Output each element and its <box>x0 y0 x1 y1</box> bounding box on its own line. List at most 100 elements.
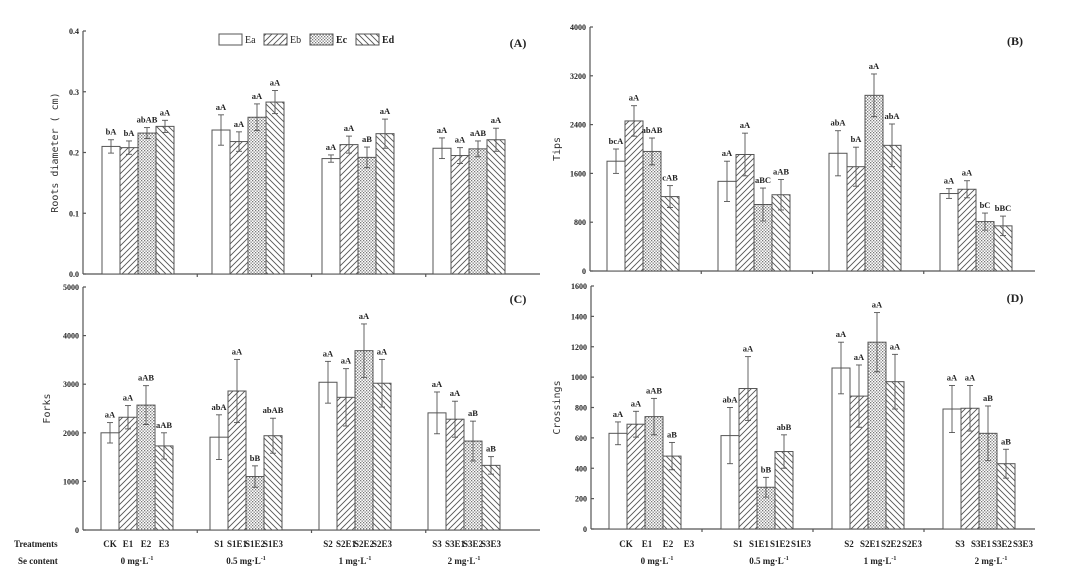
legend-label: Ed <box>382 35 395 46</box>
significance-label: aA <box>450 388 461 398</box>
bar-ec <box>864 94 884 272</box>
y-tick-label: 0 <box>75 526 79 535</box>
panel-label: (A) <box>510 36 527 50</box>
bar-ea <box>211 129 231 275</box>
y-tick-label: 0 <box>583 525 587 534</box>
bar-eb <box>957 188 977 272</box>
significance-label: aAB <box>138 373 154 383</box>
significance-label: aAB <box>470 128 486 138</box>
treatment-label: CK <box>619 539 633 549</box>
significance-label: bB <box>250 453 261 463</box>
treatment-label: S2E1 <box>336 539 357 549</box>
significance-label: aA <box>743 344 754 354</box>
legend: Ea Eb Ec Ed <box>218 33 395 46</box>
y-tick-label: 1600 <box>571 282 587 291</box>
treatment-label: E2 <box>663 539 674 549</box>
significance-label: abAB <box>642 125 663 135</box>
treatment-label: S3E3 <box>1013 539 1034 549</box>
significance-label: aA <box>359 311 370 321</box>
bar-group: aA aA aA aA <box>318 311 392 531</box>
bar-ed <box>265 101 285 275</box>
treatment-label: S2 <box>323 539 333 549</box>
y-tick-label: 400 <box>575 464 587 473</box>
significance-label: aA <box>123 393 134 403</box>
significance-label: aB <box>362 134 372 144</box>
bar-ea <box>321 158 341 275</box>
significance-label: aA <box>613 409 624 419</box>
unit-superscript: -1 <box>261 556 266 562</box>
significance-label: aA <box>965 372 976 382</box>
significance-label: aB <box>667 429 677 439</box>
significance-label: aA <box>326 142 337 152</box>
panel-d: 0 200 400 600 800 1000 1200 1400 1600 Crossings (D… <box>552 282 1035 534</box>
y-tick-label: 3000 <box>63 380 79 389</box>
panel-c: 010002000300040005000Forks(C)aAaAaABaABa… <box>42 283 540 535</box>
treatment-label: S1E2 <box>770 539 791 549</box>
significance-label: abA <box>211 402 227 412</box>
significance-label: abA <box>884 111 900 121</box>
treatment-label: S1E2 <box>245 539 266 549</box>
bar-eb <box>229 141 249 275</box>
significance-label: aA <box>341 356 352 366</box>
bar-group: aA aA aAB aB <box>608 385 682 530</box>
significance-label: bA <box>124 128 136 138</box>
se-content-value: 0.5 mg·L-1 <box>749 556 789 566</box>
bar-group: abA aA bB abB <box>720 344 794 530</box>
significance-label: aA <box>491 115 502 125</box>
bar-ea <box>101 145 121 275</box>
y-tick-label: 0.4 <box>69 27 79 36</box>
significance-label: aA <box>432 379 443 389</box>
treatment-label: S2E2 <box>354 539 375 549</box>
significance-label: aA <box>323 348 334 358</box>
bar-ea <box>432 147 452 275</box>
panel-label: (D) <box>1007 291 1024 305</box>
legend-label: Ea <box>245 35 256 46</box>
significance-label: bBC <box>995 203 1012 213</box>
y-axis-title: Crossings <box>552 380 563 434</box>
bar-eb <box>626 423 646 530</box>
bar-ec <box>247 116 267 275</box>
significance-label: aA <box>270 78 281 88</box>
significance-label: aA <box>740 120 751 130</box>
bar-ed <box>481 464 501 531</box>
y-tick-label: 0 <box>582 267 586 276</box>
treatment-label: S1E3 <box>791 539 812 549</box>
significance-label: bA <box>851 134 863 144</box>
legend-swatch <box>218 33 243 46</box>
significance-label: abA <box>722 395 738 405</box>
bar-ea <box>318 381 338 531</box>
bar-group: aA aA aB aA <box>321 106 395 275</box>
bar-ed <box>375 133 395 275</box>
se-content-value: 1 mg·L-1 <box>864 556 897 566</box>
unit-superscript: -1 <box>1002 556 1007 562</box>
y-tick-label: 2000 <box>63 429 79 438</box>
se-content-value: 0.5 mg·L-1 <box>226 556 266 566</box>
y-tick-label: 1000 <box>571 373 587 382</box>
panel-a: 0.0 0.1 0.2 0.3 0.4 Roots diameter ( cm) (A) bA… <box>50 27 540 279</box>
treatment-label: E1 <box>123 539 134 549</box>
y-tick-label: 1000 <box>63 477 79 486</box>
y-tick-label: 0.3 <box>69 88 79 97</box>
y-tick-label: 5000 <box>63 283 79 292</box>
se-content-value: 0 mg·L-1 <box>641 556 674 566</box>
significance-label: aA <box>836 329 847 339</box>
significance-label: aA <box>377 346 388 356</box>
significance-label: bC <box>980 200 991 210</box>
significance-label: aB <box>486 444 496 454</box>
significance-label: bB <box>761 464 772 474</box>
unit-superscript: -1 <box>891 556 896 562</box>
unit-superscript: -1 <box>475 556 480 562</box>
y-axis-title: Forks <box>42 393 53 423</box>
significance-label: aA <box>947 372 958 382</box>
legend-label: Ec <box>336 35 348 46</box>
treatment-label: S1E1 <box>749 539 770 549</box>
treatment-label: S1E3 <box>263 539 284 549</box>
significance-label: aAB <box>156 420 172 430</box>
legend-swatch <box>309 33 334 46</box>
bar-group: aA aA aB aB <box>427 379 501 531</box>
significance-label: aA <box>629 93 640 103</box>
unit-superscript: -1 <box>366 556 371 562</box>
treatment-label: E2 <box>141 539 152 549</box>
